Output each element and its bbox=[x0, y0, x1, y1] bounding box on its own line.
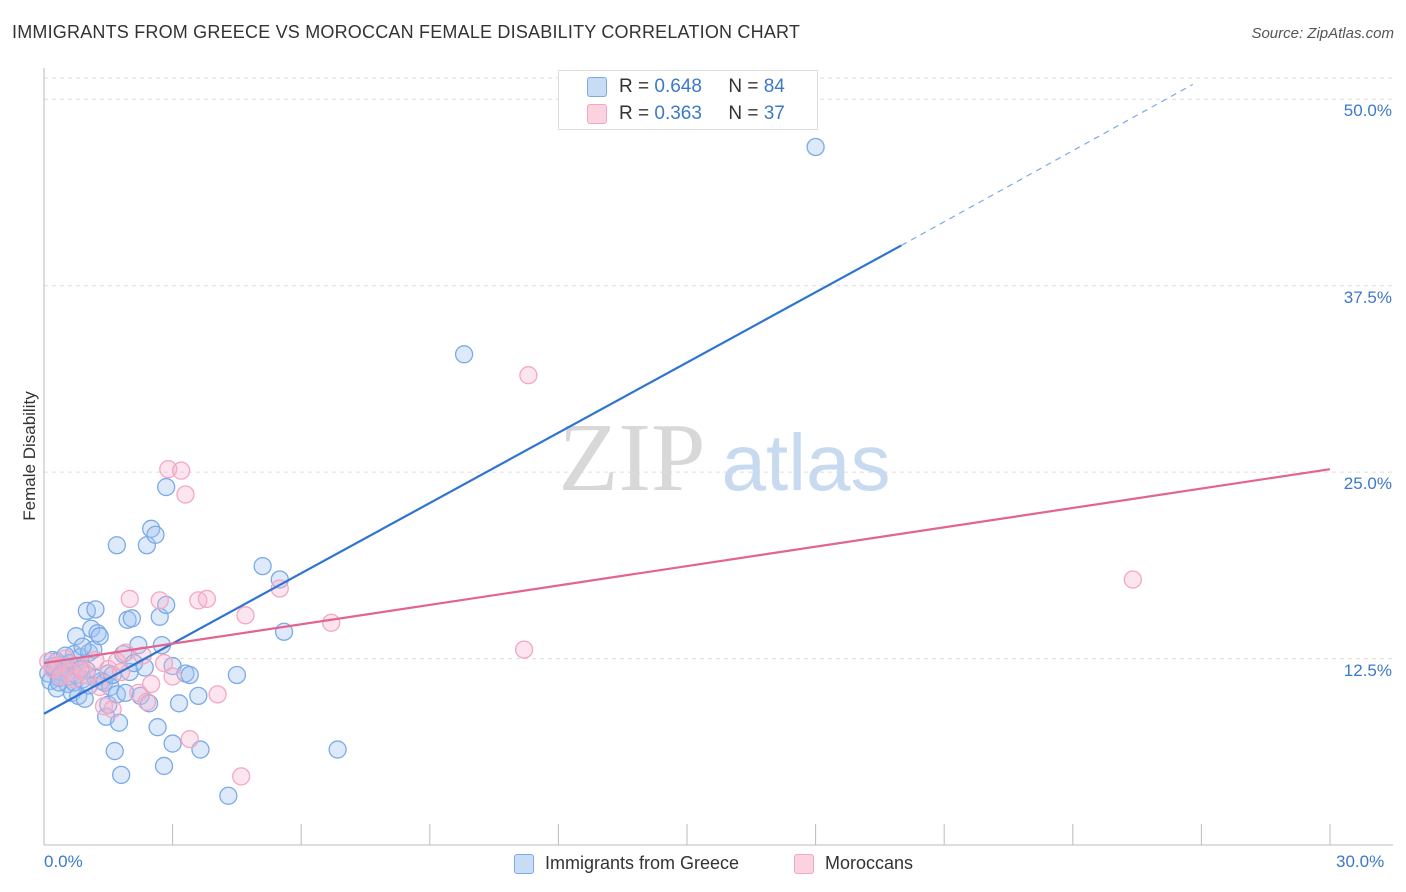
greece-point bbox=[219, 786, 238, 805]
bottom-legend-swatch-greece bbox=[514, 854, 534, 874]
moroccan-point bbox=[232, 767, 251, 786]
greece-point bbox=[146, 525, 165, 544]
greece-point bbox=[180, 665, 199, 685]
greece-point bbox=[105, 741, 124, 761]
greece-point bbox=[67, 627, 86, 646]
grid-lines bbox=[44, 77, 1393, 660]
legend-n-value-greece: 84 bbox=[763, 76, 785, 97]
y-tick-label: 37.5% bbox=[1343, 287, 1392, 307]
bottom-legend-greece: Immigrants from Greece bbox=[545, 853, 740, 873]
bottom-legend: Immigrants from Greece Moroccans bbox=[0, 852, 1406, 876]
greece-trend-extension bbox=[901, 83, 1194, 246]
moroccan-point bbox=[514, 640, 534, 659]
bottom-legend-swatch-moroccans bbox=[794, 854, 814, 874]
chart-source: Source: ZipAtlas.com bbox=[1251, 25, 1394, 42]
greece-point bbox=[107, 536, 127, 555]
moroccan-trend-line bbox=[43, 468, 1331, 665]
greece-point bbox=[148, 718, 167, 737]
axes bbox=[43, 68, 1393, 846]
y-tick-label: 12.5% bbox=[1343, 660, 1392, 680]
moroccan-point bbox=[236, 606, 255, 625]
moroccan-point bbox=[150, 591, 169, 610]
greece-point bbox=[88, 624, 107, 643]
greece-point bbox=[90, 627, 109, 646]
moroccan-point bbox=[77, 665, 97, 685]
legend-r-label: R = bbox=[619, 103, 650, 124]
moroccan-point bbox=[180, 729, 199, 749]
greece-trend-line bbox=[43, 244, 902, 715]
greece-point bbox=[157, 477, 176, 497]
moroccan-point bbox=[120, 589, 139, 609]
moroccan-point bbox=[197, 589, 217, 609]
legend-row-greece: R = 0.648 N = 84 bbox=[619, 76, 785, 98]
moroccan-point bbox=[154, 653, 174, 673]
moroccan-point bbox=[1123, 570, 1142, 589]
legend-n-value-moroccans: 37 bbox=[763, 103, 785, 124]
watermark-zip: ZIP bbox=[559, 404, 706, 512]
chart-title: IMMIGRANTS FROM GREECE VS MOROCCAN FEMAL… bbox=[12, 22, 801, 42]
greece-point bbox=[253, 556, 272, 576]
legend-r-value-moroccans: 0.363 bbox=[654, 103, 702, 124]
moroccan-point bbox=[176, 485, 195, 504]
y-tick-label: 25.0% bbox=[1343, 474, 1392, 494]
greece-point bbox=[86, 600, 105, 619]
greece-point bbox=[454, 345, 474, 364]
moroccan-point bbox=[137, 692, 157, 711]
bottom-legend-moroccans: Moroccans bbox=[825, 853, 914, 873]
x-tick-right: 30.0% bbox=[1336, 852, 1385, 871]
moroccan-point bbox=[163, 667, 182, 686]
greece-point bbox=[116, 683, 135, 703]
legend-swatch-moroccans bbox=[587, 104, 607, 124]
greece-point bbox=[122, 609, 142, 628]
moroccan-point bbox=[103, 700, 122, 719]
greece-point bbox=[328, 740, 347, 759]
moroccan-points bbox=[39, 366, 1142, 786]
x-tick-left: 0.0% bbox=[44, 852, 83, 871]
watermark-atlas: atlas bbox=[722, 418, 891, 507]
greece-point bbox=[169, 694, 189, 713]
legend-swatch-greece bbox=[587, 77, 607, 97]
greece-point bbox=[112, 765, 131, 785]
moroccan-point bbox=[322, 613, 341, 632]
greece-point bbox=[806, 137, 825, 157]
legend-r-value-greece: 0.648 bbox=[654, 76, 702, 97]
moroccan-point bbox=[208, 685, 227, 704]
watermark: ZIP atlas bbox=[559, 404, 891, 512]
legend-row-moroccans: R = 0.363 N = 37 bbox=[619, 103, 785, 125]
legend-r-label: R = bbox=[619, 76, 650, 97]
moroccan-point bbox=[172, 461, 191, 480]
moroccan-point bbox=[519, 366, 538, 385]
moroccan-point bbox=[142, 674, 161, 694]
greece-point bbox=[189, 686, 208, 706]
legend: R = 0.648 N = 84 R = 0.363 N = 37 bbox=[558, 70, 818, 130]
trend-lines bbox=[43, 83, 1331, 715]
greece-point bbox=[227, 665, 247, 685]
greece-point bbox=[73, 637, 92, 656]
greece-points bbox=[39, 137, 825, 805]
y-tick-label: 50.0% bbox=[1343, 101, 1392, 121]
greece-point bbox=[154, 756, 174, 776]
legend-n-label: N = bbox=[728, 76, 759, 97]
legend-n-label: N = bbox=[728, 103, 759, 124]
greece-point bbox=[163, 734, 182, 753]
